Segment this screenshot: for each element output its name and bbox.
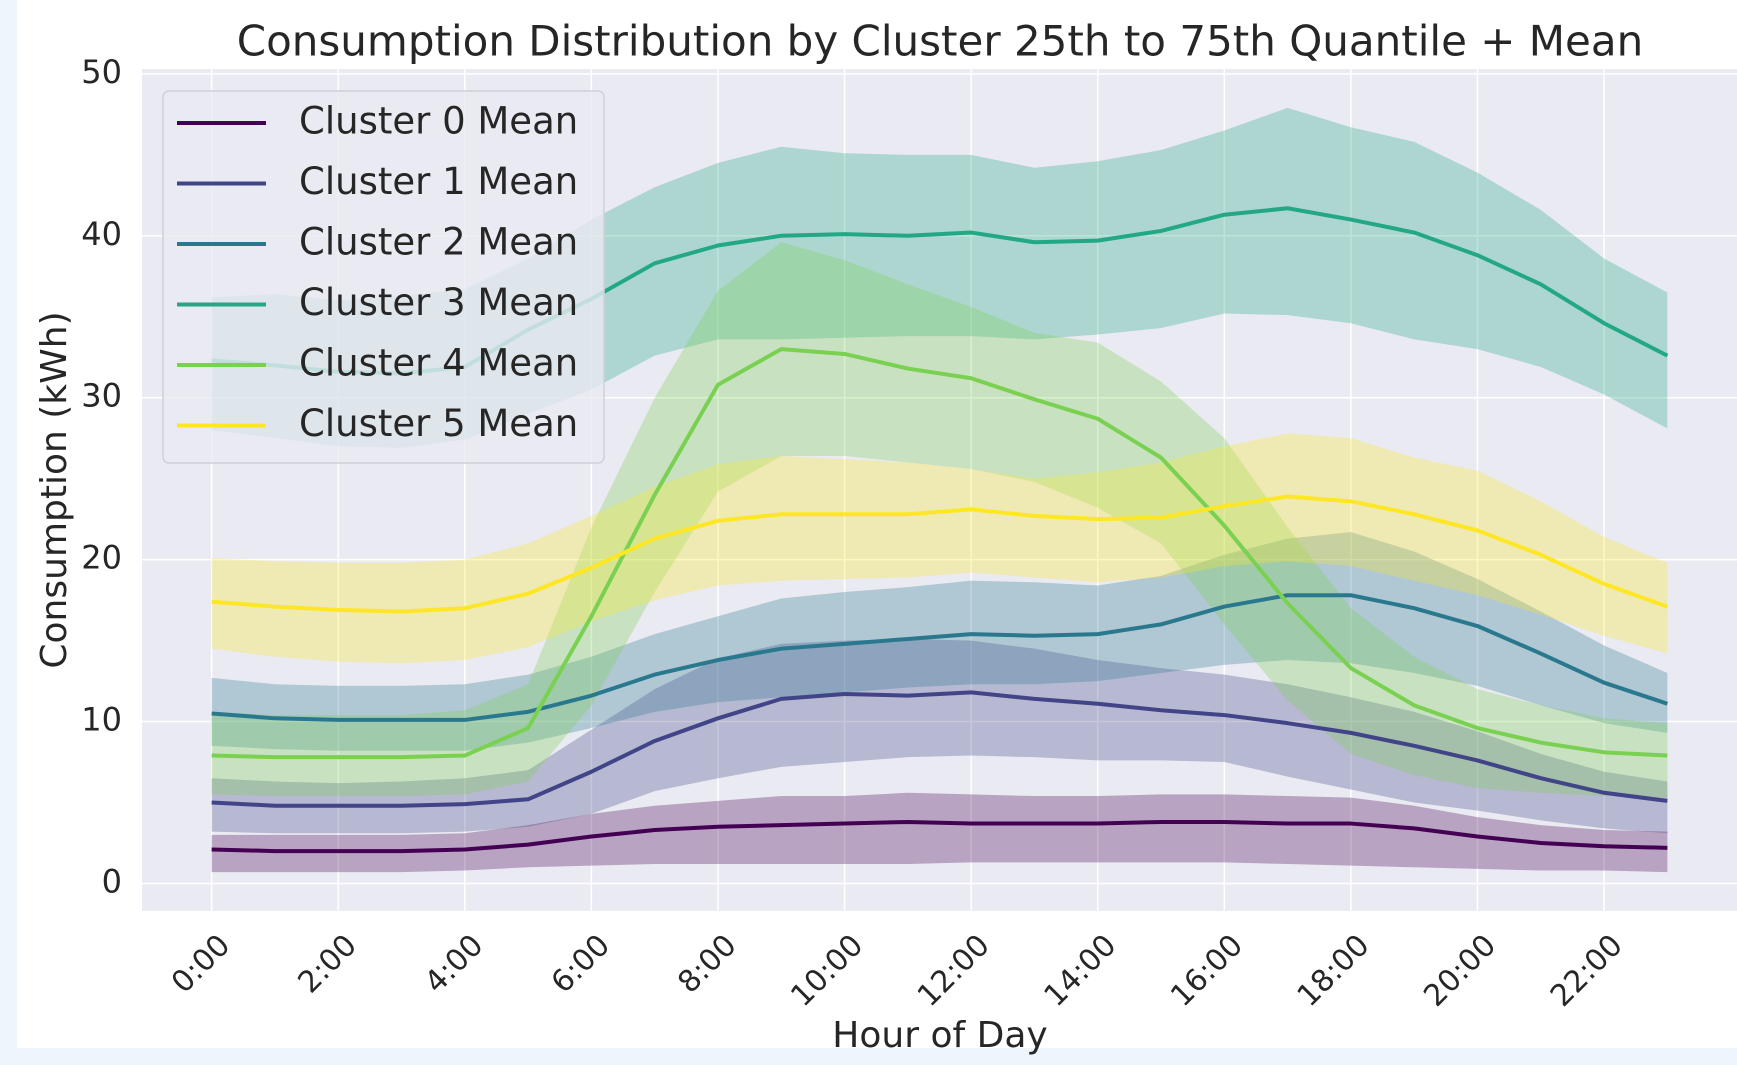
y-tick-label: 30 <box>81 377 122 415</box>
mean-line <box>211 347 1668 760</box>
legend-label: Cluster 1 Mean <box>299 160 578 203</box>
quantile-band <box>211 792 1668 873</box>
legend-label: Cluster 5 Mean <box>299 402 578 445</box>
mean-line <box>211 819 1668 854</box>
quantile-band <box>211 242 1668 798</box>
legend-label: Cluster 0 Mean <box>299 100 578 143</box>
mean-line <box>211 494 1669 614</box>
y-tick-label: 10 <box>81 701 122 739</box>
y-tick-label: 40 <box>81 215 122 253</box>
legend-label: Cluster 4 Mean <box>299 342 578 385</box>
y-tick-label: 20 <box>81 539 122 577</box>
legend: Cluster 0 Mean Cluster 1 Mean Cluster 2 Me… <box>162 90 605 464</box>
bands <box>211 107 1668 873</box>
quantile-band <box>211 638 1668 834</box>
y-tick-label: 50 <box>81 53 122 91</box>
quantile-band <box>211 532 1668 751</box>
y-axis-label: Consumption (kWh) <box>34 311 75 668</box>
x-axis-label: Hour of Day <box>832 1015 1047 1056</box>
mean-line <box>211 593 1669 722</box>
y-tick-label: 0 <box>102 862 122 900</box>
mean-line <box>211 690 1668 808</box>
legend-label: Cluster 3 Mean <box>299 281 578 324</box>
chart-title: Consumption Distribution by Cluster 25th… <box>237 17 1643 66</box>
legend-label: Cluster 2 Mean <box>299 221 578 264</box>
quantile-band <box>211 433 1668 664</box>
legend-box <box>162 90 605 464</box>
